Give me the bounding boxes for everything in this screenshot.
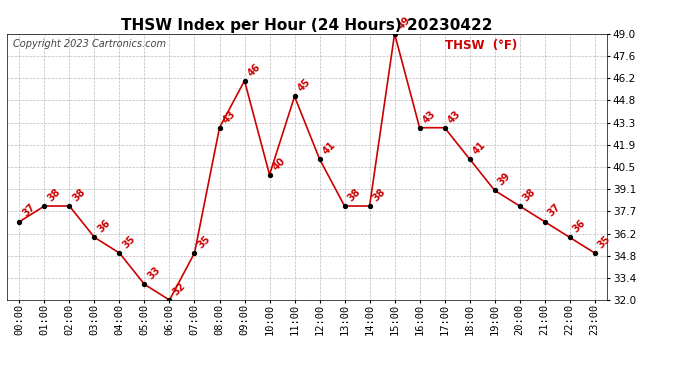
Text: 38: 38 bbox=[71, 186, 88, 203]
Text: 38: 38 bbox=[46, 186, 63, 203]
Text: 43: 43 bbox=[221, 108, 237, 125]
Point bbox=[214, 125, 225, 131]
Point bbox=[14, 219, 25, 225]
Point bbox=[264, 172, 275, 178]
Text: 36: 36 bbox=[96, 218, 112, 235]
Text: 38: 38 bbox=[521, 186, 538, 203]
Text: 32: 32 bbox=[171, 280, 188, 297]
Text: 40: 40 bbox=[271, 155, 288, 172]
Point bbox=[289, 93, 300, 99]
Point bbox=[139, 281, 150, 287]
Point bbox=[364, 203, 375, 209]
Text: THSW  (°F): THSW (°F) bbox=[445, 39, 518, 52]
Point bbox=[314, 156, 325, 162]
Text: 38: 38 bbox=[371, 186, 388, 203]
Text: 43: 43 bbox=[446, 108, 462, 125]
Text: 37: 37 bbox=[546, 202, 562, 219]
Text: 37: 37 bbox=[21, 202, 37, 219]
Point bbox=[489, 188, 500, 194]
Point bbox=[89, 234, 100, 240]
Text: 41: 41 bbox=[471, 140, 488, 156]
Title: THSW Index per Hour (24 Hours) 20230422: THSW Index per Hour (24 Hours) 20230422 bbox=[121, 18, 493, 33]
Point bbox=[564, 234, 575, 240]
Point bbox=[414, 125, 425, 131]
Text: 36: 36 bbox=[571, 218, 588, 235]
Point bbox=[164, 297, 175, 303]
Text: 33: 33 bbox=[146, 265, 162, 282]
Text: 39: 39 bbox=[496, 171, 513, 188]
Text: 35: 35 bbox=[596, 234, 613, 250]
Point bbox=[39, 203, 50, 209]
Text: Copyright 2023 Cartronics.com: Copyright 2023 Cartronics.com bbox=[13, 39, 166, 49]
Text: 38: 38 bbox=[346, 186, 363, 203]
Point bbox=[64, 203, 75, 209]
Point bbox=[239, 78, 250, 84]
Point bbox=[514, 203, 525, 209]
Point bbox=[539, 219, 550, 225]
Text: 43: 43 bbox=[421, 108, 437, 125]
Point bbox=[189, 250, 200, 256]
Point bbox=[589, 250, 600, 256]
Text: 35: 35 bbox=[121, 234, 137, 250]
Text: 45: 45 bbox=[296, 77, 313, 94]
Point bbox=[389, 31, 400, 37]
Text: 49: 49 bbox=[396, 14, 413, 31]
Text: 41: 41 bbox=[321, 140, 337, 156]
Point bbox=[114, 250, 125, 256]
Point bbox=[439, 125, 450, 131]
Text: 46: 46 bbox=[246, 62, 262, 78]
Point bbox=[464, 156, 475, 162]
Point bbox=[339, 203, 350, 209]
Text: 35: 35 bbox=[196, 234, 213, 250]
